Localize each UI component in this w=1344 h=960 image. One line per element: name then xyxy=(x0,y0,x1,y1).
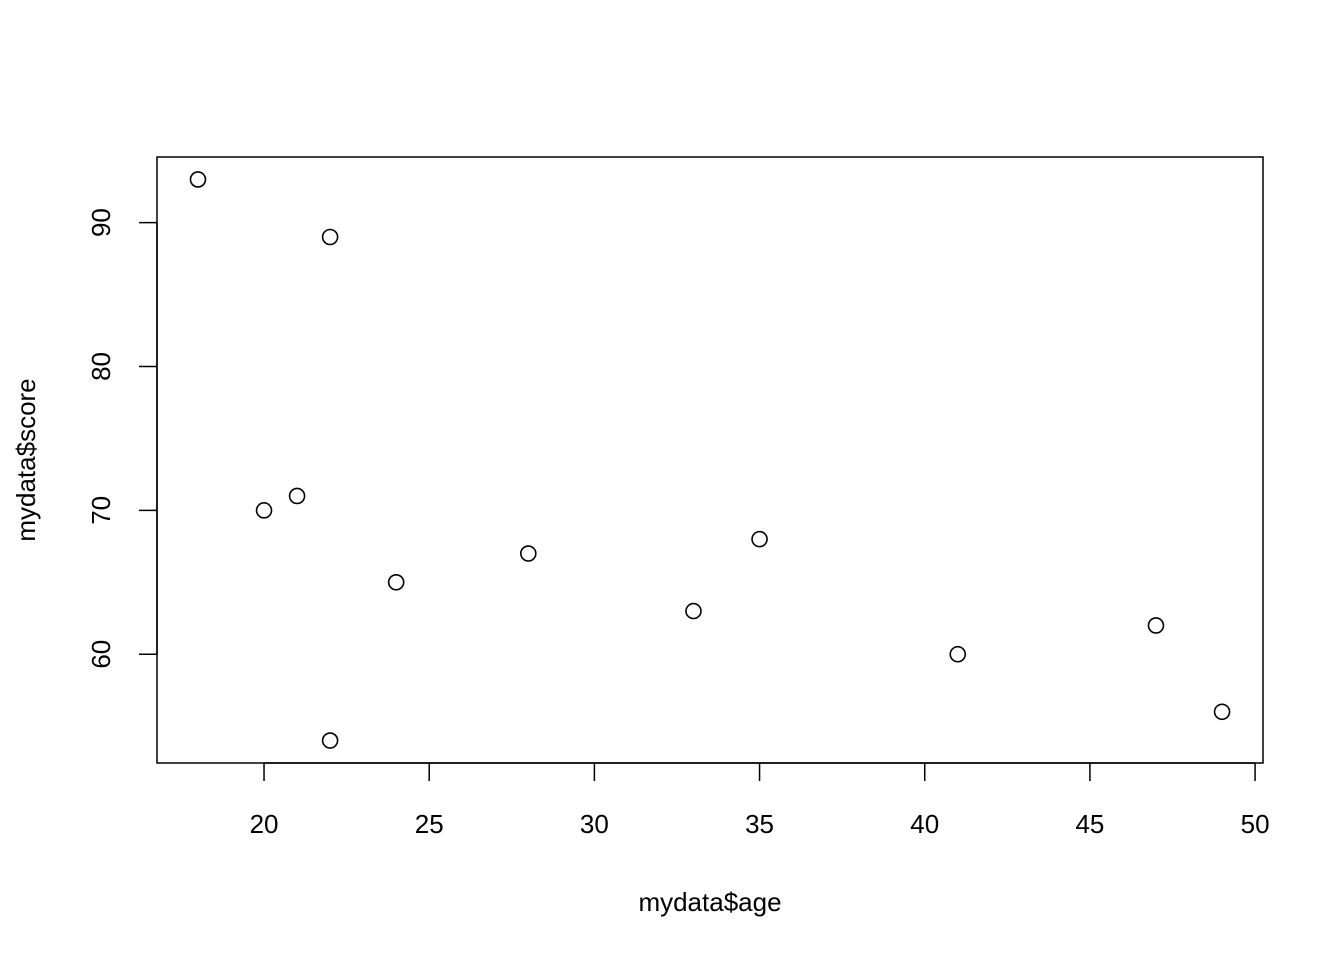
data-points xyxy=(189,171,1231,749)
y-tick-label: 60 xyxy=(86,640,116,669)
x-tick-label: 40 xyxy=(910,809,939,839)
x-tick-label: 35 xyxy=(745,809,774,839)
data-point xyxy=(1147,617,1165,634)
y-axis-label: mydata$score xyxy=(11,378,41,541)
data-point xyxy=(949,645,967,663)
x-tick-label: 20 xyxy=(250,809,279,839)
x-tick-label: 45 xyxy=(1075,809,1104,839)
data-point xyxy=(685,602,702,620)
y-axis: 60 70 80 90 xyxy=(86,208,158,669)
plot-frame xyxy=(156,156,1264,764)
y-tick-label: 90 xyxy=(86,208,116,237)
data-point xyxy=(189,171,207,188)
y-tick-label: 80 xyxy=(86,352,116,381)
y-tick-label: 70 xyxy=(86,496,116,525)
x-axis-label: mydata$age xyxy=(638,887,781,917)
data-point xyxy=(751,530,768,548)
data-point xyxy=(387,573,405,591)
x-tick-label: 25 xyxy=(415,809,444,839)
data-point xyxy=(321,228,339,246)
data-point xyxy=(1213,703,1231,721)
x-tick-label: 50 xyxy=(1241,809,1270,839)
data-point xyxy=(288,487,306,505)
data-point xyxy=(520,545,537,562)
data-point xyxy=(321,732,339,749)
x-tick-label: 30 xyxy=(580,809,609,839)
data-point xyxy=(255,502,273,519)
x-axis: 20 25 30 35 40 45 50 xyxy=(250,762,1270,839)
